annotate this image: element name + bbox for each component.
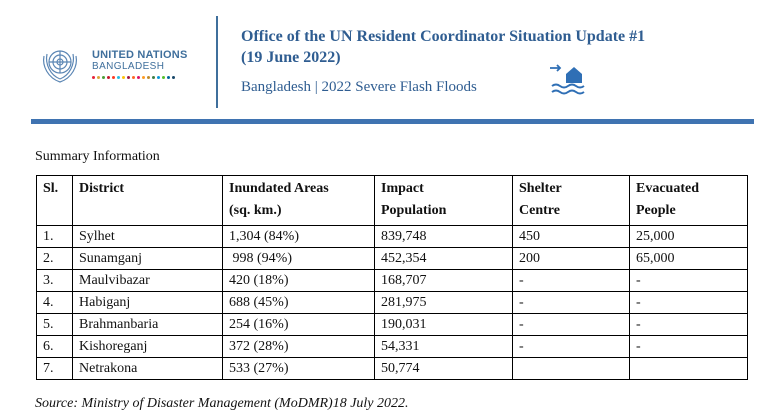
header-rule (31, 119, 754, 124)
cell-evacuated: - (629, 269, 748, 292)
header-divider (216, 16, 218, 108)
col-header-inundated: Inundated Areas (sq. km.) (222, 175, 375, 226)
sdg-dot (127, 76, 130, 79)
table-row: 7. Netrakona 533 (27%) 50,774 (36, 357, 748, 380)
sdg-dot (92, 76, 95, 79)
cell-evacuated: - (629, 291, 748, 314)
sdg-dot (142, 76, 145, 79)
sdg-dot (107, 76, 110, 79)
sdg-dot (97, 76, 100, 79)
cell-shelter: - (512, 335, 630, 358)
cell-shelter: - (512, 313, 630, 336)
sdg-dot (157, 76, 160, 79)
cell-sl: 7. (36, 357, 73, 380)
cell-district: Kishoreganj (72, 335, 223, 358)
cell-district: Netrakona (72, 357, 223, 380)
cell-evacuated: 25,000 (629, 225, 748, 248)
cell-district: Habiganj (72, 291, 223, 314)
cell-district: Brahmanbaria (72, 313, 223, 336)
cell-sl: 2. (36, 247, 73, 270)
sdg-dot (152, 76, 155, 79)
cell-impact: 281,975 (374, 291, 513, 314)
table-row: 2. Sunamganj 998 (94%) 452,354 200 65,000 (36, 247, 748, 270)
col-header-shelter: Shelter Centre (512, 175, 630, 226)
table-row: 5. Brahmanbaria 254 (16%) 190,031- - (36, 313, 748, 336)
cell-sl: 5. (36, 313, 73, 336)
table-row: 3. Maulvibazar 420 (18%) 168,707- - (36, 269, 748, 292)
report-title: Office of the UN Resident Coordinator Si… (241, 26, 645, 68)
un-emblem-icon (43, 50, 77, 83)
col-header-evacuated: Evacuated People (629, 175, 748, 226)
cell-shelter: 200 (512, 247, 630, 270)
org-wordmark: UNITED NATIONS BANGLADESH (92, 49, 187, 79)
cell-inundated: 372 (28%) (222, 335, 375, 358)
cell-evacuated: - (629, 335, 748, 358)
org-name: UNITED NATIONS (92, 49, 188, 61)
report-title-line2: (19 June 2022) (241, 49, 341, 66)
sdg-dot (147, 76, 150, 79)
cell-district: Sunamganj (72, 247, 223, 270)
cell-evacuated (629, 357, 748, 380)
cell-impact: 168,707 (374, 269, 513, 292)
cell-inundated: 420 (18%) (222, 269, 375, 292)
house-flood-icon (550, 64, 585, 95)
sdg-dot (167, 76, 170, 79)
cell-inundated: 998 (94%) (222, 247, 375, 270)
cell-inundated: 254 (16%) (222, 313, 375, 336)
cell-sl: 3. (36, 269, 73, 292)
cell-impact: 54,331 (374, 335, 513, 358)
report-subtitle: Bangladesh | 2022 Severe Flash Floods (241, 79, 477, 95)
sdg-dot (172, 76, 175, 79)
sdg-dots (92, 76, 187, 79)
cell-sl: 1. (36, 225, 73, 248)
cell-shelter: - (512, 269, 630, 292)
sdg-dot (137, 76, 140, 79)
sdg-dot (122, 76, 125, 79)
sdg-dot (112, 76, 115, 79)
sdg-dot (132, 76, 135, 79)
cell-impact: 50,774 (374, 357, 513, 380)
cell-inundated: 688 (45%) (222, 291, 375, 314)
cell-shelter: - (512, 291, 630, 314)
cell-inundated: 533 (27%) (222, 357, 375, 380)
cell-district: Sylhet (72, 225, 223, 248)
cell-impact: 190,031 (374, 313, 513, 336)
cell-evacuated: 65,000 (629, 247, 748, 270)
cell-district: Maulvibazar (72, 269, 223, 292)
summary-table: Sl. District Inundated Areas (sq. km.) Im… (36, 175, 748, 380)
cell-impact: 452,354 (374, 247, 513, 270)
org-country: BANGLADESH (92, 61, 165, 72)
col-header-impact: Impact Population (374, 175, 513, 226)
table-row: 4. Habiganj 688 (45%) 281,975- - (36, 291, 748, 314)
sdg-dot (102, 76, 105, 79)
source-note: Source: Ministry of Disaster Management … (35, 396, 409, 411)
table-row: 6. Kishoreganj 372 (28%) 54,331- - (36, 335, 748, 358)
cell-inundated: 1,304 (84%) (222, 225, 375, 248)
report-title-line1: Office of the UN Resident Coordinator Si… (241, 28, 646, 45)
summary-label: Summary Information (35, 149, 160, 164)
cell-impact: 839,748 (374, 225, 513, 248)
cell-sl: 6. (36, 335, 73, 358)
col-header-district: District (72, 175, 223, 226)
cell-shelter (512, 357, 630, 380)
cell-sl: 4. (36, 291, 73, 314)
cell-shelter: 450 (512, 225, 630, 248)
cell-evacuated: - (629, 313, 748, 336)
sdg-dot (162, 76, 165, 79)
table-row: 1. Sylhet 1,304 (84%) 839,748 450 25,000 (36, 225, 748, 248)
col-header-sl: Sl. (36, 175, 73, 226)
sdg-dot (117, 76, 120, 79)
table-header-row: Sl. District Inundated Areas (sq. km.) Im… (36, 175, 748, 226)
